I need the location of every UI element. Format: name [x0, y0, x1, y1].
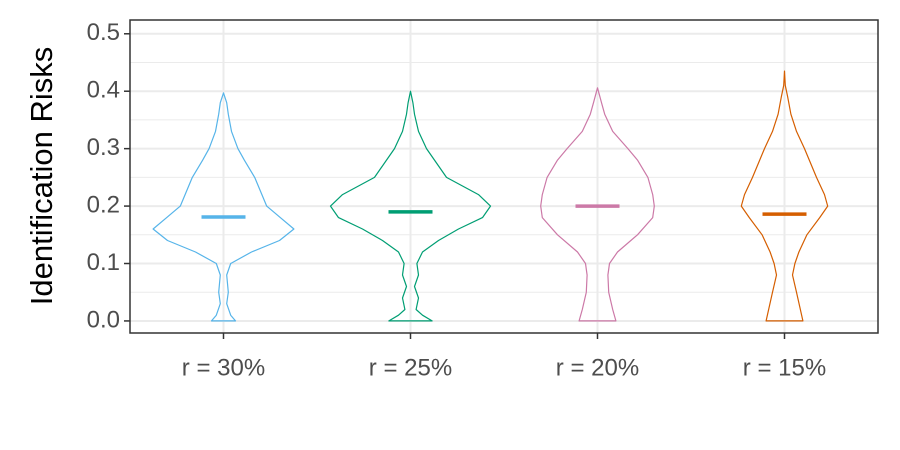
violin [740, 70, 829, 322]
x-tick-label: r = 20% [556, 354, 639, 381]
violin [329, 90, 492, 322]
x-tick-label: r = 25% [369, 354, 452, 381]
y-tick-label: 0.5 [87, 19, 120, 46]
y-tick-label: 0.3 [87, 134, 120, 161]
y-axis-title: Identification Risks [24, 47, 59, 305]
x-tick-label: r = 15% [743, 354, 826, 381]
violin [540, 87, 655, 322]
y-tick-label: 0.0 [87, 306, 120, 333]
y-tick-label: 0.1 [87, 249, 120, 276]
y-tick-label: 0.2 [87, 191, 120, 218]
panel-border [129, 19, 879, 334]
x-tick-label: r = 30% [182, 354, 265, 381]
violin [152, 92, 295, 322]
y-tick-label: 0.4 [87, 77, 120, 104]
